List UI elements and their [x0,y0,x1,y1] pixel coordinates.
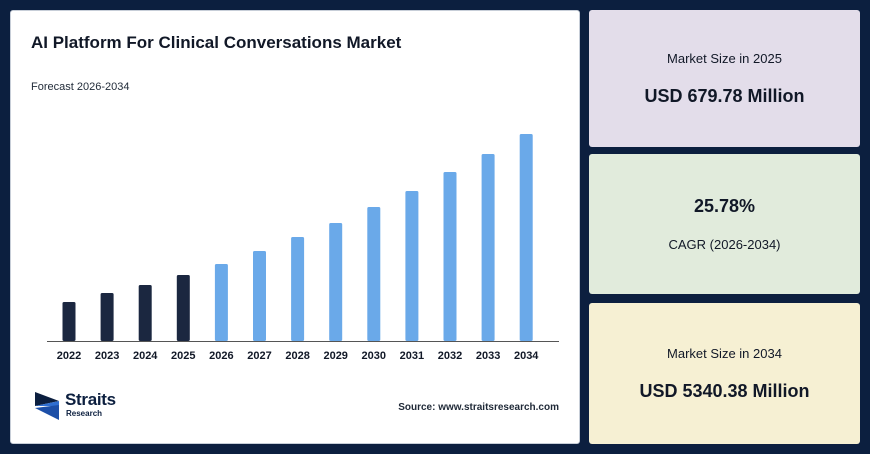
cagr-label: CAGR (2026-2034) [668,237,781,252]
market-size-2025-card: Market Size in 2025 USD 679.78 Million [589,10,860,147]
chart-panel: AI Platform For Clinical Conversations M… [10,10,580,444]
chart-title: AI Platform For Clinical Conversations M… [31,33,402,52]
market-size-2025-value: USD 679.78 Million [644,85,805,106]
bar-2032 [443,172,457,341]
bar-2027 [253,251,266,341]
bar-2031 [405,191,419,341]
x-tick-label-2033: 2033 [476,350,500,362]
bar-2026 [214,264,228,341]
x-tick-label-2031: 2031 [400,350,424,362]
bar-2025 [176,275,190,341]
x-tick-label-2034: 2034 [514,350,539,362]
bar-chart: 2022 2023 2024 2025 2026 2027 2028 2029 2030 2031… [47,134,559,362]
x-tick-label-2022: 2022 [57,350,81,362]
x-tick-label-2029: 2029 [323,350,347,362]
bar-2034 [519,134,533,341]
x-tick-label-2030: 2030 [362,350,386,362]
straits-logo: Straits Research [35,390,145,424]
logo-name: Straits [65,390,116,409]
bar-2030 [367,207,381,341]
cagr-value: 25.78% [693,196,756,216]
logo-subtext: Research [66,409,103,418]
x-tick-label-2032: 2032 [438,350,462,362]
market-size-2025-label: Market Size in 2025 [667,50,782,66]
bar-2023 [100,293,114,341]
bar-2033 [481,154,495,341]
x-tick-label-2028: 2028 [285,350,309,362]
market-size-2034-card: Market Size in 2034 USD 5340.38 Million [589,303,860,444]
x-tick-label-2024: 2024 [133,350,158,362]
straits-logo-icon [35,392,59,420]
bar-2029 [329,223,343,341]
bar-2024 [138,285,152,341]
chart-subtitle: Forecast 2026-2034 [31,81,130,93]
cagr-card: 25.78% CAGR (2026-2034) [589,154,860,294]
bar-2022 [62,302,76,341]
x-tick-label-2027: 2027 [247,350,271,362]
market-size-2034-label: Market Size in 2034 [667,345,782,361]
x-tick-label-2025: 2025 [171,350,195,362]
bar-2028 [291,237,305,341]
source-note: Source: www.straitsresearch.com [398,402,559,413]
market-size-2034-value: USD 5340.38 Million [639,380,810,401]
x-tick-label-2026: 2026 [209,350,233,362]
x-tick-label-2023: 2023 [95,350,119,362]
